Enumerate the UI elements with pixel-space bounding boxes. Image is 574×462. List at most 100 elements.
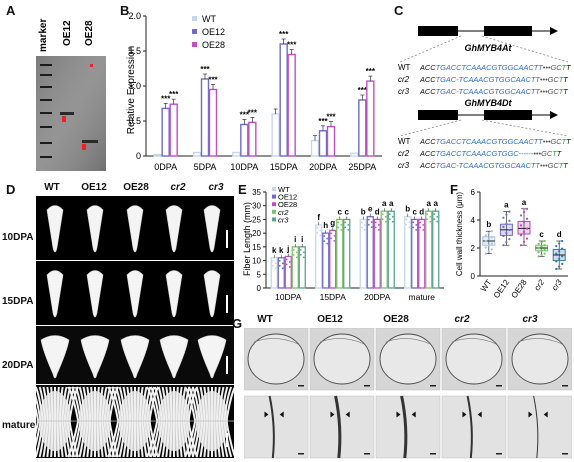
chart-e-letter: i xyxy=(301,235,303,244)
chart-f-point xyxy=(543,244,546,247)
chart-f-ytick: 2 xyxy=(471,244,476,253)
panel-c-label: C xyxy=(394,3,404,18)
gene2-name: GhMYB4Dt xyxy=(465,98,513,108)
chart-e-xtick: mature xyxy=(409,292,436,302)
chart-f-point xyxy=(484,252,487,255)
lane-label-marker: marker xyxy=(38,19,49,52)
chart-f-point xyxy=(502,244,505,247)
chart-b-ylabel: Relative Expression xyxy=(126,46,137,134)
em-tile-1-4 xyxy=(507,395,572,459)
chart-e-bar xyxy=(336,218,344,289)
chart-b-bar xyxy=(208,88,218,157)
seed-fiber-1-0 xyxy=(46,270,64,318)
row-label-20dpa: 20DPA xyxy=(2,360,34,371)
chart-e-ytick: 25 xyxy=(252,215,261,224)
gel-marked-band-3 xyxy=(90,64,93,67)
chart-f-point xyxy=(540,241,543,244)
scale-bar xyxy=(226,356,228,374)
chart-f-point xyxy=(561,239,564,243)
lane-label-oe28: OE28 xyxy=(84,20,95,46)
seed-fiber-2-4 xyxy=(197,335,227,379)
chart-e-bar xyxy=(359,218,367,289)
chart-f-point xyxy=(555,267,558,271)
panel-e-label: E xyxy=(238,182,247,197)
chart-e-bar xyxy=(387,210,395,289)
seed-fiber-1-3 xyxy=(165,270,183,318)
em-scale-bar xyxy=(562,385,568,387)
chart-b-ytick: 0.5 xyxy=(128,116,141,126)
chart-e-legend-label: OE28 xyxy=(278,200,297,209)
chart-e-letter: d xyxy=(419,207,424,216)
chart-e-bar xyxy=(411,218,419,289)
chart-e-letter: a xyxy=(427,199,432,208)
g-col-label-oe12: OE12 xyxy=(317,314,343,325)
panel-a-gel: marker OE12 OE28 xyxy=(36,19,106,171)
chart-e-letter: a xyxy=(382,199,387,208)
chart-f-point xyxy=(484,246,487,249)
chart-f-point xyxy=(555,260,558,263)
chart-b-legend-swatch xyxy=(192,16,197,21)
arrowhead-icon xyxy=(330,411,335,418)
chart-e-letter: e xyxy=(368,205,373,214)
gene2-exon-right xyxy=(484,110,532,120)
chart-e-legend-swatch xyxy=(272,202,276,207)
chart-e-letter: a xyxy=(434,199,439,208)
chart-e-ytick: 30 xyxy=(252,202,261,211)
chart-b-xtick: 20DPA xyxy=(309,162,337,172)
chart-f-point xyxy=(558,265,561,268)
chart-e-bars: k k ji ifh gc c b e da ab c da a xyxy=(270,199,440,289)
seed-fiber-0-1 xyxy=(86,205,104,253)
em-scale-bar xyxy=(364,385,370,387)
gene2-exon-left xyxy=(418,110,458,120)
chart-f-point xyxy=(502,216,505,219)
chart-f-point xyxy=(490,236,493,239)
chart-b-bar xyxy=(310,139,320,157)
chart-e-xtick: 20DPA xyxy=(364,292,391,302)
chart-f-point xyxy=(519,224,523,227)
chart-f-ytick: 4 xyxy=(471,216,476,225)
chart-f-point xyxy=(508,237,511,241)
row-label-15dpa: 15DPA xyxy=(2,296,34,307)
chart-f-xtick: WT xyxy=(479,278,494,293)
chart-e-xtick: 15DPA xyxy=(320,292,347,302)
chart-e-legend-swatch xyxy=(272,194,276,199)
chart-e-xtick: 10DPA xyxy=(275,292,302,302)
em-scale-bar xyxy=(298,453,304,455)
marker-bands xyxy=(40,64,52,158)
chart-f-point xyxy=(555,252,558,255)
chart-e-ytick: 5 xyxy=(257,270,262,279)
chart-f-point xyxy=(558,250,561,253)
gene1-exon-right xyxy=(484,26,532,36)
chart-b-bar xyxy=(240,123,249,157)
em-cell-wall xyxy=(466,395,473,459)
chart-e-bar xyxy=(432,210,440,289)
chart-b-legend-label: OE12 xyxy=(202,27,225,37)
chart-f-point xyxy=(543,248,546,251)
chart-e-letter: g xyxy=(330,218,335,227)
seq-row-sequence: ACCTGACCTCAAACGTGGCAACTT•••GCTT xyxy=(419,137,571,146)
chart-f-point xyxy=(537,242,540,245)
chart-f-point xyxy=(487,232,490,235)
gene1-sequence-rows: WT ACCTGACCTCAAACGTGGCAACTT•••GCTT cr2 ACCT… xyxy=(398,63,571,96)
em-cell-wall xyxy=(533,395,539,459)
chart-f-ytick: 0 xyxy=(471,272,476,281)
chart-b-bar xyxy=(232,151,241,157)
chart-f-point xyxy=(502,225,505,228)
chart-b-legend-label: OE28 xyxy=(202,40,225,50)
chart-f-point xyxy=(487,238,490,241)
chart-b-bars: ************************************ xyxy=(153,30,376,157)
chart-f-point xyxy=(490,230,493,233)
chart-e-letter: k xyxy=(272,246,277,255)
em-tile-1-0 xyxy=(244,395,309,459)
chart-e-legend-swatch xyxy=(272,187,276,191)
chart-b-significance: *** xyxy=(240,111,250,120)
em-fiber-cross-section xyxy=(445,333,503,385)
chart-e-bar xyxy=(291,246,299,289)
seed-fiber-1-2 xyxy=(126,270,144,318)
g-em-images xyxy=(244,328,572,459)
seq-row-sequence: ACCTGAC-TCAAACGTGGCAACTT•••GCTT xyxy=(419,87,568,96)
chart-f-point xyxy=(522,211,526,214)
chart-b-ytick: 1.5 xyxy=(128,46,141,56)
chart-f-point xyxy=(508,219,511,222)
